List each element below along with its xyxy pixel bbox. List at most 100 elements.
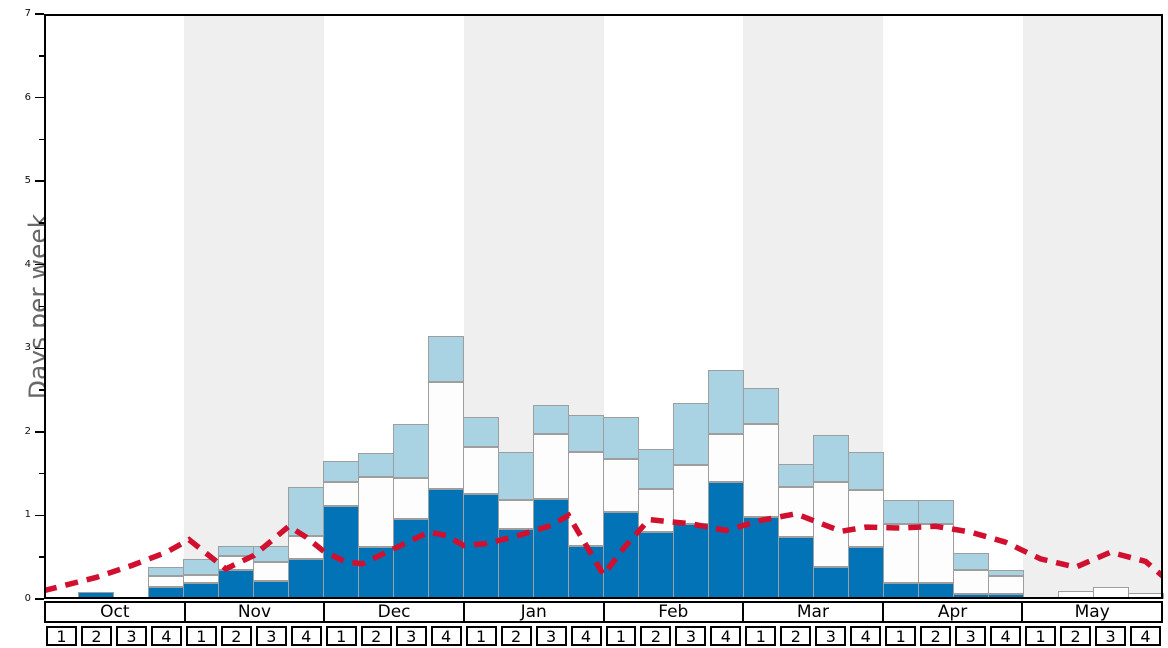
- bar-stack-Apr-3: [952, 553, 989, 599]
- week-number-label: 2: [780, 626, 812, 646]
- bar-segment-dark-blue-bottom: [812, 567, 849, 599]
- week-number-label: 2: [220, 626, 252, 646]
- bar-stack-Mar-3: [812, 435, 849, 599]
- y-major-tick: [35, 96, 44, 99]
- week-number-label: 3: [815, 626, 847, 646]
- month-label-Oct: Oct: [44, 601, 186, 623]
- month-label-May: May: [1021, 601, 1163, 623]
- month-label-Nov: Nov: [183, 601, 326, 623]
- bar-segment-dark-blue-bottom: [288, 558, 325, 599]
- bar-stack-Apr-1: [882, 499, 919, 599]
- week-number-label: 3: [1095, 626, 1127, 646]
- week-number-label: 1: [745, 626, 777, 646]
- y-minor-tick: [39, 305, 44, 308]
- bar-stack-Mar-1: [742, 388, 779, 599]
- bar-segment-light-blue-top: [952, 553, 989, 570]
- bar-segment-light-blue-top: [568, 415, 604, 452]
- average-days-line: [44, 510, 1163, 594]
- bar-segment-light-blue-top: [428, 335, 465, 382]
- week-number-label: 2: [920, 626, 952, 646]
- bar-segment-light-blue-top: [393, 423, 430, 478]
- bar-segment-dark-blue-bottom: [672, 523, 709, 599]
- week-number-label: 4: [990, 626, 1022, 646]
- week-number-label: 3: [675, 626, 707, 646]
- week-number-label: 2: [360, 626, 392, 646]
- week-number-label: 1: [185, 626, 217, 646]
- week-number-label: 4: [570, 626, 602, 646]
- week-number-label: 1: [605, 626, 637, 646]
- week-number-label: 2: [500, 626, 532, 646]
- y-minor-tick: [39, 472, 44, 475]
- week-number-label: 3: [535, 626, 567, 646]
- week-number-label: 2: [640, 626, 672, 646]
- bar-segment-light-blue-top: [917, 499, 954, 524]
- bar-segment-light-blue-top: [847, 451, 884, 491]
- week-number-label: 2: [80, 626, 112, 646]
- month-label-Apr: Apr: [881, 601, 1024, 623]
- bar-segment-white-middle: [463, 446, 500, 494]
- week-number-label: 4: [430, 626, 462, 646]
- bar-segment-white-middle: [637, 488, 674, 533]
- week-number-label: 1: [46, 626, 77, 646]
- y-major-tick: [35, 347, 44, 350]
- week-number-label: 1: [325, 626, 357, 646]
- bar-stack-Nov-1: [183, 558, 220, 599]
- bar-segment-light-blue-top: [498, 451, 535, 501]
- bar-stack-Feb-3: [672, 403, 709, 599]
- bar-segment-white-middle: [987, 576, 1024, 594]
- y-major-tick: [35, 514, 44, 517]
- y-tick-label: 3: [24, 342, 31, 354]
- y-tick-label: 4: [24, 258, 31, 270]
- week-number-label: 3: [955, 626, 987, 646]
- week-number-label: 4: [290, 626, 322, 646]
- y-minor-tick: [39, 222, 44, 224]
- week-number-label: 4: [850, 626, 882, 646]
- week-number-label: 3: [115, 626, 147, 646]
- y-tick-label: 6: [24, 91, 31, 103]
- y-tick-label: 7: [24, 8, 31, 19]
- week-number-label: 1: [885, 626, 917, 646]
- bar-segment-dark-blue-bottom: [707, 482, 744, 599]
- bar-stack-Jan-4: [568, 415, 604, 599]
- y-tick-label: 2: [24, 425, 31, 437]
- week-number-label: 4: [1130, 626, 1161, 646]
- bar-segment-white-middle: [603, 458, 639, 513]
- bar-stack-Feb-1: [603, 416, 639, 599]
- month-shading-band-May: [1023, 14, 1163, 599]
- y-major-tick: [35, 13, 44, 15]
- bar-segment-light-blue-top: [707, 370, 744, 434]
- bar-stack-Apr-2: [917, 499, 954, 599]
- bar-segment-white-middle: [882, 523, 919, 584]
- y-minor-tick: [39, 138, 44, 141]
- week-number-label: 3: [255, 626, 287, 646]
- y-major-tick: [35, 263, 44, 266]
- week-number-label: 1: [465, 626, 497, 646]
- bar-segment-white-middle: [917, 523, 954, 584]
- bar-segment-white-middle: [498, 500, 535, 529]
- bar-segment-light-blue-top: [463, 416, 500, 447]
- bar-segment-light-blue-top: [812, 435, 849, 483]
- bar-stack-Feb-4: [707, 370, 744, 599]
- bar-segment-light-blue-top: [987, 569, 1024, 577]
- bar-segment-dark-blue-bottom: [323, 506, 360, 599]
- month-label-Feb: Feb: [602, 601, 745, 623]
- week-number-label: 4: [710, 626, 742, 646]
- week-number-label: 1: [1025, 626, 1057, 646]
- month-label-Mar: Mar: [742, 601, 884, 623]
- y-major-tick: [35, 180, 44, 182]
- bar-segment-white-middle: [393, 477, 430, 519]
- month-label-Jan: Jan: [462, 601, 605, 623]
- y-tick-label: 5: [24, 175, 31, 187]
- bar-segment-white-middle: [358, 477, 395, 548]
- bar-segment-light-blue-top: [603, 416, 639, 459]
- week-number-label: 3: [395, 626, 427, 646]
- y-tick-label: 0: [24, 593, 31, 604]
- bar-segment-light-blue-top: [358, 452, 395, 477]
- y-minor-tick: [39, 55, 44, 57]
- bar-segment-white-middle: [777, 487, 814, 538]
- bar-segment-light-blue-top: [742, 388, 779, 424]
- month-label-Dec: Dec: [323, 601, 465, 623]
- y-major-tick: [35, 431, 44, 433]
